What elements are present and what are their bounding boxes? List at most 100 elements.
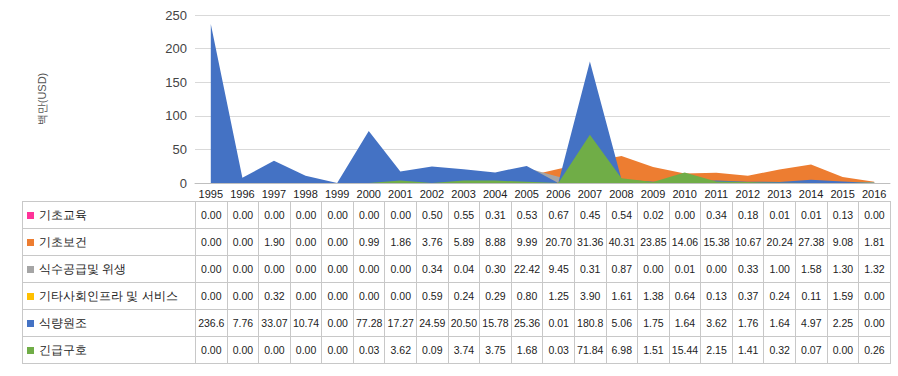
html-text:20.70: 20.70 [545, 236, 572, 248]
html-text:22.42: 22.42 [513, 263, 541, 275]
svg-text:150: 150 [165, 75, 187, 90]
html-text:31.36 40.31: 31.36 40.31 [577, 236, 635, 248]
svg-text:2008: 2008 [609, 188, 633, 200]
html-text:0.00: 0.00 [864, 209, 885, 221]
html-text:0.02: 0.02 [643, 209, 664, 221]
svg-text:2009: 2009 [641, 188, 665, 200]
html-text:기타사회인프라 및 서비스: 기타사회인프라 및 서비스 [39, 288, 178, 303]
svg-text:2014: 2014 [799, 188, 823, 200]
html-text:0.00: 0.00 [390, 263, 411, 275]
html-text:0.31: 0.31 [580, 263, 601, 275]
html-text:0.00: 0.00 [327, 263, 348, 275]
svg-text:2011: 2011 [704, 188, 728, 200]
html-text:0.31: 0.31 [485, 209, 506, 221]
svg-text:2005: 2005 [514, 188, 538, 200]
html-text:0.00: 0.00 [232, 263, 254, 275]
html-text:0.87: 0.87 [611, 263, 632, 275]
html-text:0.13: 0.13 [832, 209, 854, 221]
html-text:0.00: 0.00 [201, 209, 222, 221]
html-text:0.00: 0.00 [201, 236, 222, 248]
html-text:0.00: 0.00 [327, 236, 348, 248]
html-text:기초교육: 기초교육 [39, 207, 87, 222]
html-text:0.00: 0.00 [359, 209, 380, 221]
html-text:1.32: 1.32 [864, 263, 885, 275]
html-text:0.00: 0.00 [232, 290, 254, 302]
html-text:0.34: 0.34 [422, 263, 443, 275]
html-text:0.33: 0.33 [737, 263, 759, 275]
html-text:기초보건: 기초보건 [39, 234, 87, 249]
svg-text:1996: 1996 [230, 188, 254, 200]
html-text:0.55: 0.55 [453, 209, 475, 221]
svg-text:50: 50 [173, 142, 187, 157]
html-text:0.54: 0.54 [611, 209, 632, 221]
svg-text:2003: 2003 [451, 188, 475, 200]
svg-text:2010: 2010 [672, 188, 696, 200]
html-text:0.00: 0.00 [327, 209, 348, 221]
html-text:0.01: 0.01 [769, 209, 790, 221]
html-text:0.00: 0.00 [201, 263, 222, 275]
html-text:0.53: 0.53 [516, 209, 538, 221]
html-text:1.00: 1.00 [769, 263, 790, 275]
html-text:0.01: 0.01 [801, 209, 822, 221]
html-text:0.00: 0.00 [264, 263, 285, 275]
html-text:9.45: 9.45 [548, 263, 569, 275]
svg-text:2004: 2004 [483, 188, 507, 200]
html-text:0.00: 0.00 [295, 236, 317, 248]
html-text:0.04: 0.04 [453, 263, 475, 275]
html-text:10.67 20.24: 10.67 20.24 [735, 236, 793, 248]
svg-text:250: 250 [165, 8, 187, 23]
html-text:23.85 14.06 15.38: 23.85 14.06 15.38 [640, 236, 730, 248]
html-text:0.00: 0.00 [232, 236, 254, 248]
html-text:1.30: 1.30 [832, 263, 854, 275]
html-text:0.30: 0.30 [485, 263, 506, 275]
html-text:0.18: 0.18 [737, 209, 759, 221]
svg-text:2001: 2001 [388, 188, 412, 200]
html-text:0.00: 0.00 [232, 209, 254, 221]
html-text:0.00: 0.00 [706, 263, 727, 275]
html-text:0.32: 0.32 [264, 290, 285, 302]
html-text:식수공급및 위생: 식수공급및 위생 [39, 261, 127, 276]
svg-text:200: 200 [165, 41, 187, 56]
html-text:1.86: 1.86 [390, 236, 411, 248]
html-text:1.81: 1.81 [864, 236, 885, 248]
svg-text:2006: 2006 [546, 188, 570, 200]
html-text:0.00: 0.00 [390, 209, 411, 221]
html-text:0.50: 0.50 [422, 209, 443, 221]
html-text:0.00: 0.00 [674, 209, 696, 221]
html-text:1.58: 1.58 [801, 263, 822, 275]
html-text:0.67: 0.67 [548, 209, 569, 221]
svg-text:2007: 2007 [578, 188, 602, 200]
html-text:3.76: 3.76 [422, 236, 443, 248]
svg-text:1995: 1995 [199, 188, 223, 200]
html-text:0.99: 0.99 [359, 236, 380, 248]
html-text:0.00: 0.00 [295, 209, 317, 221]
svg-text:1998: 1998 [293, 188, 317, 200]
html-text:9.99: 9.99 [516, 236, 538, 248]
svg-text:2002: 2002 [420, 188, 444, 200]
svg-text:2000: 2000 [357, 188, 381, 200]
html-text:0.01: 0.01 [674, 263, 696, 275]
svg-text:2013: 2013 [767, 188, 791, 200]
svg-text:2012: 2012 [736, 188, 760, 200]
svg-text:2015: 2015 [830, 188, 854, 200]
html-text:5.89: 5.89 [453, 236, 475, 248]
html-text:1.90: 1.90 [264, 236, 285, 248]
svg-text:0: 0 [180, 176, 187, 191]
html-text:0.00: 0.00 [264, 209, 285, 221]
svg-text:1999: 1999 [325, 188, 349, 200]
html-text:0.00: 0.00 [295, 263, 317, 275]
html-text:0.34: 0.34 [706, 209, 727, 221]
svg-text:100: 100 [165, 108, 187, 123]
html-text:0.00: 0.00 [643, 263, 664, 275]
svg-text:1997: 1997 [262, 188, 286, 200]
html-text:식량원조: 식량원조 [39, 315, 87, 330]
svg-text:백만(USD): 백만(USD) [36, 73, 48, 126]
html-text:0.45: 0.45 [580, 209, 601, 221]
html-text:긴급구호: 긴급구호 [39, 342, 87, 357]
html-text:0.00: 0.00 [359, 263, 380, 275]
html-text:0.00: 0.00 [201, 290, 222, 302]
html-text:27.38: 27.38 [798, 236, 825, 248]
html-text:9.08: 9.08 [832, 236, 854, 248]
html-text:8.88: 8.88 [485, 236, 506, 248]
svg-text:2016: 2016 [862, 188, 886, 200]
